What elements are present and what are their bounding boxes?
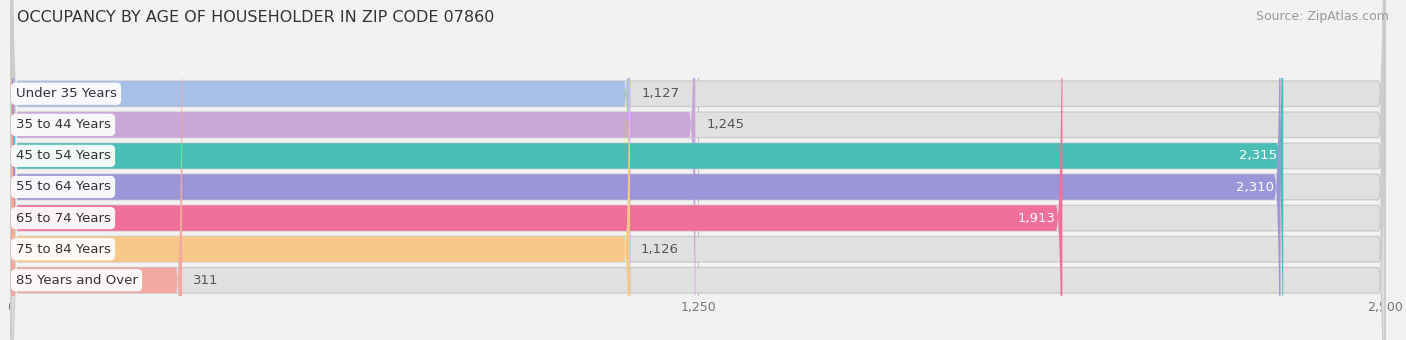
Text: 35 to 44 Years: 35 to 44 Years (15, 118, 111, 131)
FancyBboxPatch shape (11, 0, 1385, 340)
Text: 45 to 54 Years: 45 to 54 Years (15, 149, 111, 163)
FancyBboxPatch shape (11, 0, 1385, 340)
FancyBboxPatch shape (11, 0, 1385, 340)
FancyBboxPatch shape (11, 0, 1063, 340)
FancyBboxPatch shape (11, 0, 1385, 340)
Text: 75 to 84 Years: 75 to 84 Years (15, 243, 111, 256)
FancyBboxPatch shape (11, 0, 183, 340)
Text: 85 Years and Over: 85 Years and Over (15, 274, 138, 287)
Text: 2,315: 2,315 (1239, 149, 1277, 163)
Text: OCCUPANCY BY AGE OF HOUSEHOLDER IN ZIP CODE 07860: OCCUPANCY BY AGE OF HOUSEHOLDER IN ZIP C… (17, 10, 495, 25)
Text: 1,245: 1,245 (706, 118, 744, 131)
Text: Source: ZipAtlas.com: Source: ZipAtlas.com (1256, 10, 1389, 23)
Text: 55 to 64 Years: 55 to 64 Years (15, 181, 111, 193)
FancyBboxPatch shape (11, 0, 1385, 340)
Text: 1,913: 1,913 (1018, 211, 1056, 225)
FancyBboxPatch shape (11, 0, 696, 340)
Text: 65 to 74 Years: 65 to 74 Years (15, 211, 111, 225)
FancyBboxPatch shape (11, 0, 1284, 340)
FancyBboxPatch shape (11, 0, 1385, 340)
Text: 2,310: 2,310 (1236, 181, 1274, 193)
FancyBboxPatch shape (11, 0, 1385, 340)
FancyBboxPatch shape (11, 0, 630, 340)
Text: 1,127: 1,127 (641, 87, 679, 100)
Text: Under 35 Years: Under 35 Years (15, 87, 117, 100)
FancyBboxPatch shape (11, 0, 1281, 340)
Text: 1,126: 1,126 (641, 243, 679, 256)
Text: 311: 311 (193, 274, 218, 287)
FancyBboxPatch shape (11, 0, 630, 340)
